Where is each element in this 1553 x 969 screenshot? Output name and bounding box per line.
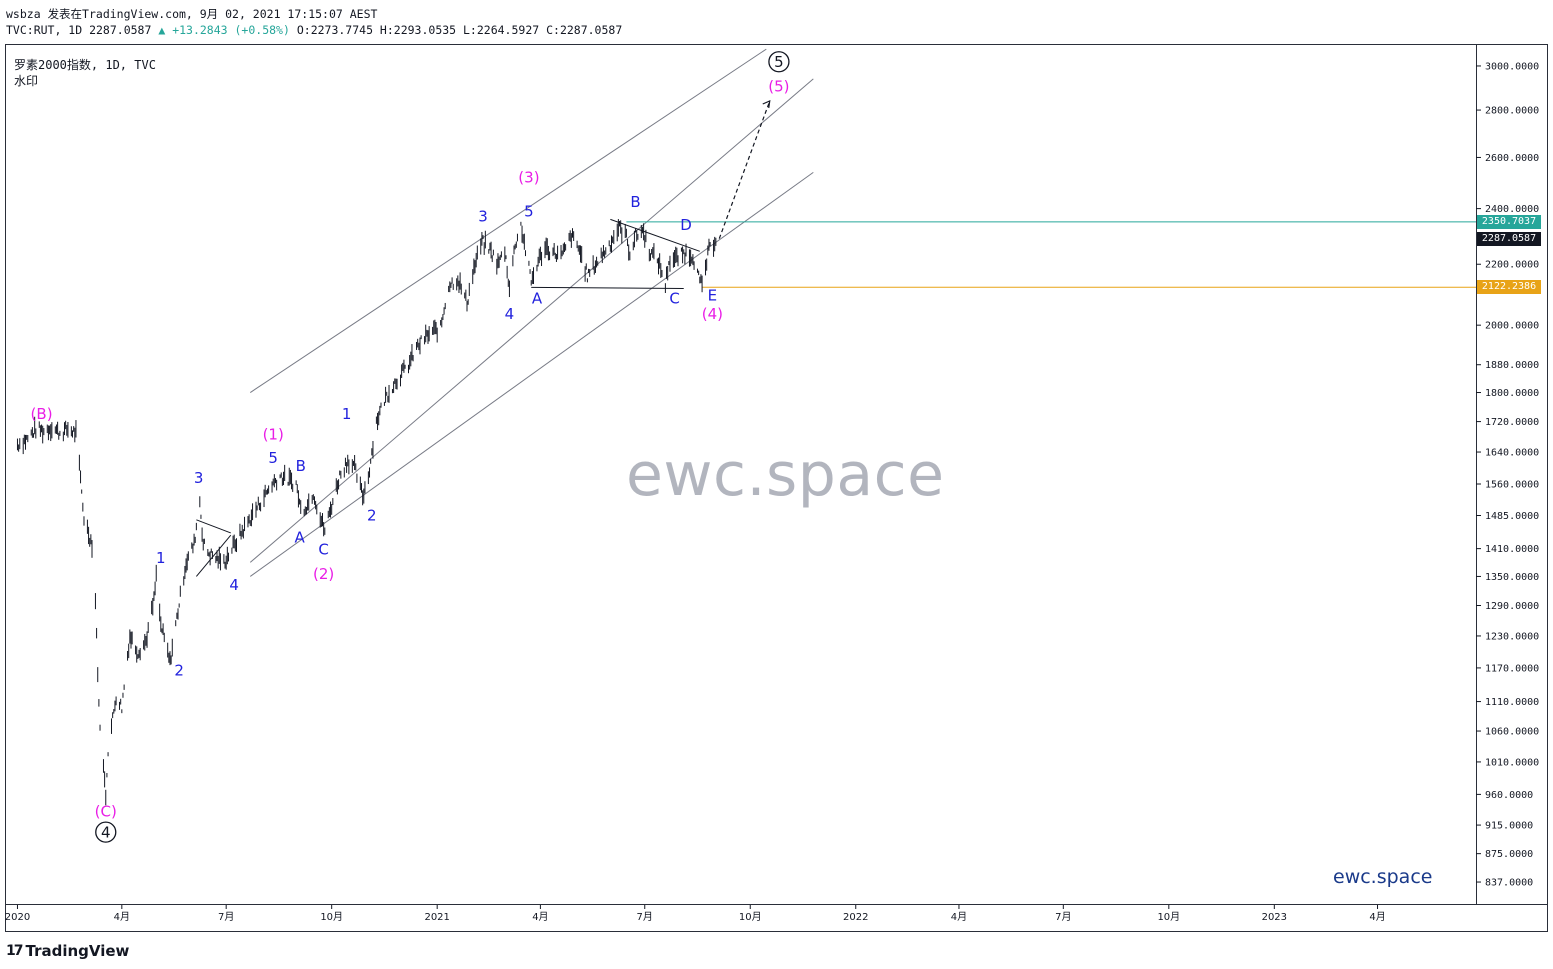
watermark: ewc.space [626, 440, 945, 510]
wave-label: A [532, 290, 543, 308]
wave-label: 5 [268, 449, 278, 467]
y-axis-tick-label: 2400.0000 [1485, 204, 1539, 215]
y-axis-tick-label: 1350.0000 [1485, 572, 1539, 583]
wave-label: (4) [702, 305, 723, 323]
y-axis-tick-label: 1010.0000 [1485, 757, 1539, 768]
projection-line [718, 100, 771, 239]
publish-info: wsbza 发表在TradingView.com, 9月 02, 2021 17… [6, 6, 377, 22]
trend-line [531, 286, 684, 290]
y-axis-tick-label: 1170.0000 [1485, 663, 1539, 674]
wave-label: 4 [101, 824, 111, 842]
chart-pane[interactable] [5, 44, 1477, 905]
wave-label: 2 [367, 507, 377, 525]
tradingview-logo-text: TradingView [25, 942, 130, 960]
y-axis-tick-label: 1060.0000 [1485, 727, 1539, 738]
wave-label: 5 [524, 202, 534, 220]
price-change: ▲ +13.2843 (+0.58%) [158, 23, 290, 37]
brand-label: ewc.space [1333, 866, 1433, 888]
author-name: wsbza [6, 7, 41, 21]
wave-label: B [296, 457, 306, 475]
x-axis-tick-label: 7月 [637, 911, 653, 923]
wave-label: (3) [518, 168, 539, 186]
support-price-tag: 2122.2386 [1477, 280, 1541, 295]
x-axis-tick-label: 2022 [843, 912, 868, 923]
wave-label: 3 [478, 208, 488, 226]
wave-label: (5) [768, 78, 789, 96]
y-axis-tick-label: 1560.0000 [1485, 480, 1539, 491]
y-axis-tick-label: 960.0000 [1485, 790, 1533, 801]
wave-label: 2 [174, 662, 184, 680]
x-axis-tick-label: 2021 [424, 912, 449, 923]
y-axis-tick-label: 1800.0000 [1485, 388, 1539, 399]
channel-line [249, 78, 814, 563]
y-axis-tick-label: 1880.0000 [1485, 360, 1539, 371]
x-axis-tick-label: 10月 [320, 911, 343, 923]
wave-circle [95, 821, 117, 843]
wave-label: (C) [95, 802, 117, 820]
trend-line [196, 519, 231, 534]
wave-label: (1) [263, 426, 284, 444]
channel-line [249, 171, 814, 577]
y-axis-tick-label: 1110.0000 [1485, 697, 1539, 708]
y-axis-tick-label: 1485.0000 [1485, 511, 1539, 522]
y-axis-tick-label: 1290.0000 [1485, 601, 1539, 612]
x-axis-tick-label: 7月 [218, 911, 234, 923]
channel-line [249, 48, 767, 393]
wave-label: D [680, 216, 692, 234]
y-axis-tick-label: 915.0000 [1485, 821, 1533, 832]
resistance-price-tag: 2350.7037 [1477, 214, 1541, 229]
symbol-price: TVC:RUT, 1D 2287.0587 [6, 23, 152, 37]
wave-label: C [318, 541, 328, 559]
chart-subtitle: 水印 [14, 74, 39, 88]
ohlc-values: O:2273.7745 H:2293.0535 L:2264.5927 C:22… [296, 23, 623, 37]
y-axis-tick-label: 1640.0000 [1485, 448, 1539, 459]
wave-label: (B) [31, 405, 53, 423]
x-axis-tick-label: 4月 [532, 911, 548, 923]
wave-label: 1 [156, 549, 166, 567]
x-axis-tick-label: 2020 [5, 912, 30, 923]
y-axis-tick-label: 2600.0000 [1485, 153, 1539, 164]
x-axis-tick-label: 7月 [1055, 911, 1071, 923]
projection-arrowhead [762, 100, 771, 109]
x-axis-tick-label: 4月 [1369, 911, 1385, 923]
x-axis-tick-label: 4月 [114, 911, 130, 923]
y-axis-tick-label: 2200.0000 [1485, 260, 1539, 271]
wave-label: 1 [342, 405, 352, 423]
y-axis-tick-label: 875.0000 [1485, 849, 1533, 860]
price-axis[interactable] [1476, 44, 1548, 905]
x-axis-tick-label: 10月 [1157, 911, 1180, 923]
x-axis-tick-label: 4月 [951, 911, 967, 923]
publish-date: 发表在TradingView.com, 9月 02, 2021 17:15:07… [47, 7, 378, 21]
y-axis-tick-label: 3000.0000 [1485, 61, 1539, 72]
chart-title: 罗素2000指数, 1D, TVC [14, 58, 156, 72]
wave-circle [768, 51, 790, 73]
tradingview-logo[interactable]: 17 TradingView [6, 942, 129, 960]
wave-label: C [669, 290, 679, 308]
x-axis-tick-label: 2023 [1262, 912, 1287, 923]
wave-label: A [294, 528, 305, 546]
trend-line [195, 534, 232, 577]
wave-label: E [708, 287, 717, 305]
wave-label: 5 [774, 53, 784, 71]
y-axis-tick-label: 1410.0000 [1485, 544, 1539, 555]
y-axis-tick-label: 1230.0000 [1485, 631, 1539, 642]
wave-label: 4 [505, 305, 515, 323]
x-axis-tick-label: 10月 [739, 911, 762, 923]
ohlc-bar: TVC:RUT, 1D 2287.0587 ▲ +13.2843 (+0.58%… [6, 23, 622, 37]
tradingview-logo-icon: 17 [6, 943, 24, 959]
wave-label: 3 [194, 469, 204, 487]
last-price-tag: 2287.0587 [1477, 232, 1541, 247]
wave-label: (2) [313, 565, 334, 583]
wave-label: 4 [229, 576, 239, 594]
y-axis-tick-label: 837.0000 [1485, 878, 1533, 889]
y-axis-tick-label: 1720.0000 [1485, 417, 1539, 428]
time-axis[interactable] [5, 904, 1548, 932]
y-axis-tick-label: 2800.0000 [1485, 106, 1539, 117]
wave-label: B [630, 193, 640, 211]
y-axis-tick-label: 2000.0000 [1485, 321, 1539, 332]
